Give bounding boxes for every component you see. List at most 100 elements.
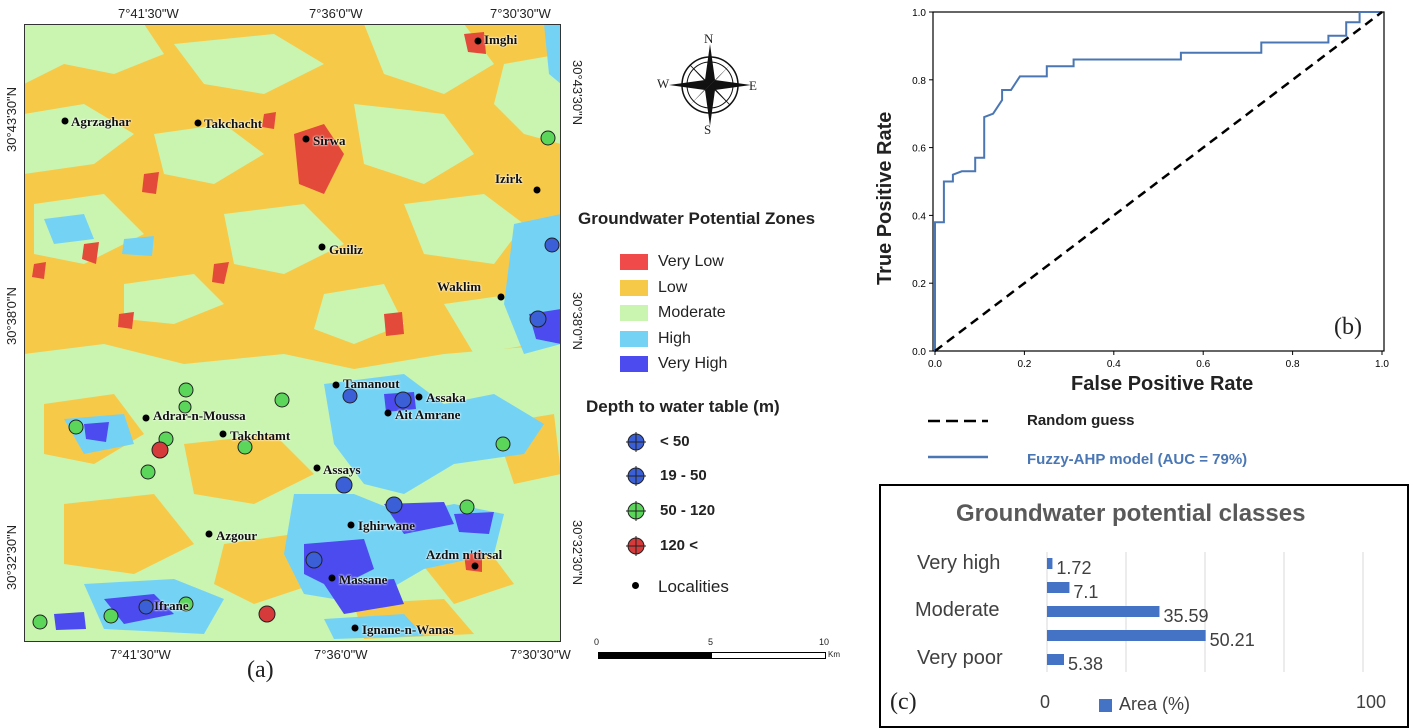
legend-depth-label: 120 < [660,537,698,554]
legend-depth-title: Depth to water table (m) [586,397,780,416]
roc-random-line [934,11,1383,352]
bar-chart-title: Groundwater potential classes [956,500,1306,527]
locality-label: Azdm n'tirsal [426,547,503,562]
bar [1047,606,1160,617]
scale-bar [598,652,826,659]
roc-ylabel: True Positive Rate [874,111,896,285]
roc-x-tick-label: 0.2 [1017,359,1031,370]
bottom-coord-2: 7°36'0"W [314,647,368,662]
roc-y-tick-label: 0.8 [912,76,926,87]
locality-label: Ait Amrane [395,407,461,422]
bar-x-tick: 0 [1040,692,1051,712]
legend-depth-markers [626,432,646,556]
locality-label: Tamanout [343,376,400,391]
legend-label: Very High [658,355,728,372]
roc-y-tick-label: 0.2 [912,279,926,290]
panel-a: 7°41'30"W 7°36'0"W 7°30'30"W 7°41'30"W 7… [4,6,840,683]
locality-label: Takchacht [204,116,263,131]
roc-legend-swatches [928,419,988,459]
roc-x-tick-label: 0.4 [1107,359,1121,370]
bar-x-tick: 100 [1356,692,1387,712]
swatch [620,331,648,347]
locality-dots [61,37,541,632]
bar-value-label: 5.38 [1068,654,1103,674]
legend-depth-label: 50 - 120 [660,502,716,519]
swatch [620,254,648,270]
well-marker-120-plus [151,441,276,623]
roc-y-tick-label: 0.6 [912,144,926,155]
bar-value-label: 1.72 [1056,558,1091,578]
legend-depth-label: 19 - 50 [660,467,707,484]
locality-label: Massane [339,572,388,587]
well-marker-blue [138,237,560,615]
bar-value-label: 50.21 [1210,630,1255,650]
compass-n: N [704,31,714,46]
bar-category-label: Moderate [915,599,1000,621]
compass-s: S [704,122,712,137]
roc-chart: 0.0 0.2 0.4 0.6 0.8 1.0 0.0 0.2 0.4 0.6 0.8 1.0 [912,8,1389,370]
locality-label: Imghi [484,32,518,47]
locality-label: Assaka [426,390,466,405]
locality-label: Ifrane [154,598,189,613]
locality-label: Ighirwane [358,518,416,533]
legend-zone-moderate: Moderate [620,304,726,322]
legend-localities-label: Localities [658,577,729,596]
roc-legend-random: Random guess [1027,412,1135,429]
panel-a-label: (a) [247,657,274,683]
roc-y-tick-label: 0.0 [912,347,926,358]
locality-label: Azgour [216,528,258,543]
scale-tick-10: 10 [819,637,830,647]
bar-value-label: 35.59 [1163,606,1208,626]
legend-locality-dot [632,582,639,589]
locality-label: Guiliz [329,242,363,257]
bar [1047,630,1206,641]
panel-c-label: (c) [890,689,917,715]
top-coord-3: 7°30'30"W [490,6,551,21]
zone-moderate-upper [24,24,561,354]
scale-unit: Km [828,650,840,659]
bar-category-label: Very poor [917,647,1003,669]
compass-rose-icon [669,44,751,126]
swatch [620,280,648,296]
top-coord-1: 7°41'30"W [118,6,179,21]
roc-y-tick-label: 0.4 [912,211,926,222]
legend-label: Very Low [658,253,724,270]
locality-label: Agrzaghar [71,114,131,129]
locality-label: Izirk [495,171,523,186]
bottom-coord-1: 7°41'30"W [110,647,171,662]
bar-legend-swatch [1099,699,1112,712]
bar-legend-label: Area (%) [1119,694,1191,714]
bar-category-label: Very high [917,552,1001,574]
roc-y-tick-label: 1.0 [912,8,926,19]
roc-x-tick-label: 0.6 [1196,359,1210,370]
top-coord-2: 7°36'0"W [309,6,363,21]
compass-w: W [657,76,670,91]
legend-label: High [658,330,691,347]
legend-zone-high: High [620,330,691,348]
legend-depth-label: < 50 [660,433,690,450]
roc-x-tick-label: 1.0 [1375,359,1389,370]
map-canvas [24,24,561,642]
bar [1047,582,1070,593]
legend-zone-very-low: Very Low [620,253,724,271]
well-markers [32,130,560,630]
locality-label: Takchtamt [230,428,291,443]
roc-xlabel: False Positive Rate [1071,373,1254,395]
zone-very-high [54,309,561,630]
roc-x-tick-label: 0.0 [928,359,942,370]
locality-label: Adrar-n-Moussa [153,408,246,423]
swatch [620,305,648,321]
roc-x-tick-label: 0.8 [1286,359,1300,370]
scale-tick-0: 0 [594,637,600,647]
legend-zones-title: Groundwater Potential Zones [578,209,816,228]
roc-legend-model: Fuzzy-AHP model (AUC = 79%) [1027,451,1248,468]
locality-label: Waklim [437,279,482,294]
legend-label: Low [658,279,688,296]
panel-c: Groundwater potential classes 1.72 7.1 35.… [879,484,1409,728]
legend-label: Moderate [658,304,726,321]
legend-zone-very-high: Very High [620,355,727,373]
bottom-coord-3: 7°30'30"W [510,647,571,662]
swatch [620,356,648,372]
locality-label: Sirwa [313,133,346,148]
